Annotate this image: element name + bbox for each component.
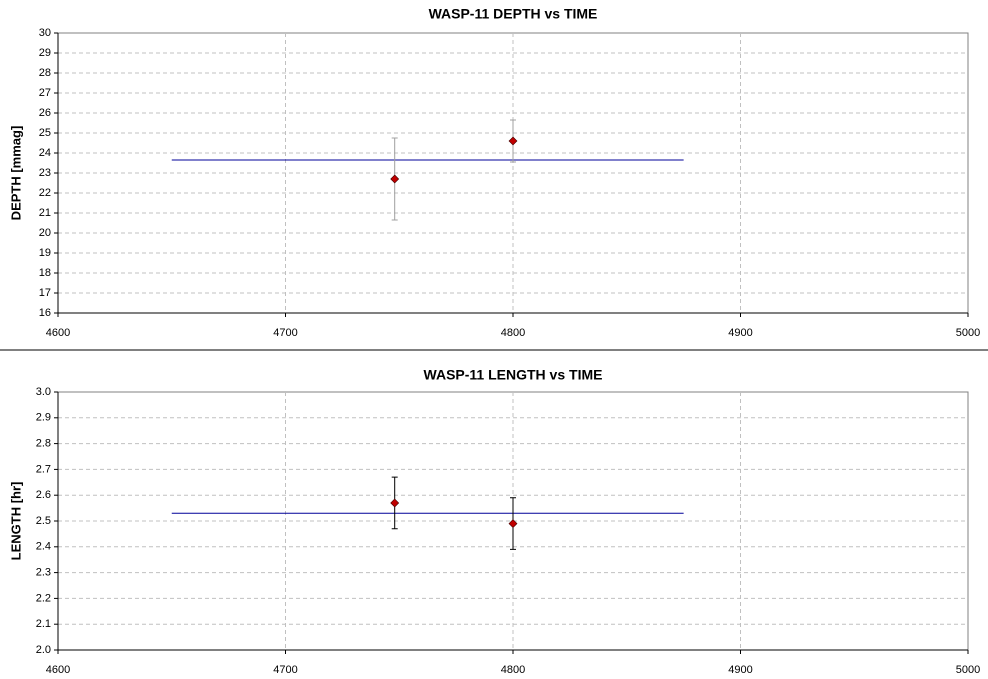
y-tick-label: 22: [39, 187, 51, 199]
y-tick-label: 19: [39, 247, 51, 259]
y-tick-label: 26: [39, 107, 51, 119]
y-axis-label: LENGTH [hr]: [8, 482, 23, 561]
chart-title: WASP-11 LENGTH vs TIME: [424, 367, 603, 383]
data-point: [390, 174, 400, 184]
data-point: [508, 519, 518, 529]
y-tick-label: 18: [39, 267, 51, 279]
x-tick-label: 4900: [728, 327, 752, 339]
chart-title: WASP-11 DEPTH vs TIME: [429, 6, 598, 22]
x-tick-label: 4700: [273, 327, 297, 339]
x-tick-label: 5000: [956, 327, 980, 339]
y-tick-label: 2.9: [36, 412, 51, 424]
y-axis-label: DEPTH [mmag]: [8, 126, 23, 221]
y-tick-label: 2.6: [36, 489, 51, 501]
x-tick-label: 4800: [501, 327, 525, 339]
y-tick-label: 2.8: [36, 438, 51, 450]
y-tick-label: 28: [39, 67, 51, 79]
y-tick-label: 2.1: [36, 618, 51, 630]
x-tick-label: 4600: [46, 664, 70, 676]
y-tick-label: 20: [39, 227, 51, 239]
x-tick-label: 4700: [273, 664, 297, 676]
y-tick-label: 2.7: [36, 463, 51, 475]
y-tick-label: 24: [39, 147, 51, 159]
y-tick-label: 3.0: [36, 386, 51, 398]
y-tick-label: 27: [39, 87, 51, 99]
y-tick-label: 2.4: [36, 541, 51, 553]
y-tick-label: 2.3: [36, 567, 51, 579]
data-point: [508, 136, 518, 146]
y-tick-label: 2.0: [36, 644, 51, 656]
y-tick-label: 25: [39, 127, 51, 139]
x-tick-label: 4800: [501, 664, 525, 676]
x-tick-label: 4900: [728, 664, 752, 676]
x-tick-label: 5000: [956, 664, 980, 676]
y-tick-label: 30: [39, 27, 51, 39]
data-point: [390, 498, 400, 508]
y-tick-label: 23: [39, 167, 51, 179]
y-tick-label: 2.2: [36, 592, 51, 604]
y-tick-label: 16: [39, 307, 51, 319]
y-tick-label: 21: [39, 207, 51, 219]
x-tick-label: 4600: [46, 327, 70, 339]
y-tick-label: 29: [39, 47, 51, 59]
y-tick-label: 17: [39, 287, 51, 299]
y-tick-label: 2.5: [36, 515, 51, 527]
